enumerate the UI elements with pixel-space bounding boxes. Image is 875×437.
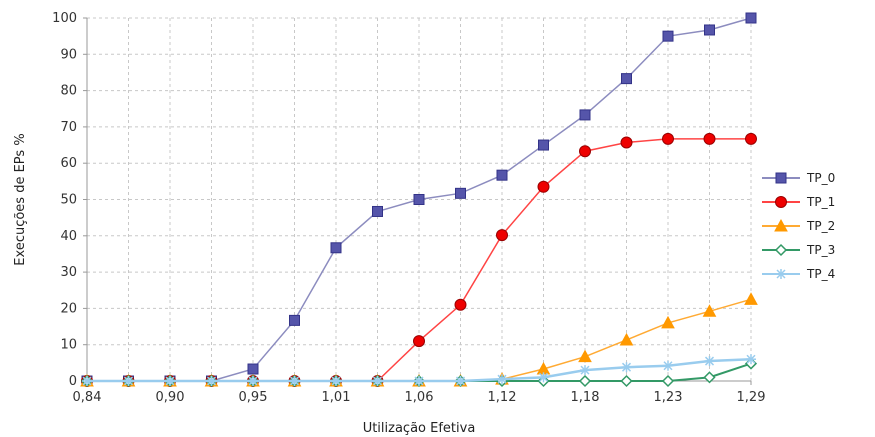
data-point-tp-4 [497,374,507,385]
data-point-tp-4 [455,376,466,386]
data-point-tp-0 [621,73,632,85]
legend-label: TP_3 [806,243,835,257]
data-point-tp-0 [538,139,549,151]
legend-label: TP_0 [806,171,835,185]
data-point-tp-4 [372,376,383,386]
y-tick-label: 90 [60,47,77,62]
data-point-tp-0 [289,314,300,326]
data-point-tp-2 [744,292,758,305]
data-point-tp-4 [580,365,590,376]
data-point-tp-1 [703,132,716,145]
data-point-tp-2 [661,315,675,329]
x-tick-label: 1,29 [737,390,766,405]
data-point-tp-1 [745,132,757,145]
data-point-tp-1 [620,136,633,149]
data-point-tp-4 [123,376,134,386]
data-point-tp-3 [703,371,716,384]
legend-marker [776,269,786,279]
y-axis-title: Execuções de EPs % [13,133,28,265]
data-point-tp-4 [206,376,217,386]
x-tick-label: 0,90 [156,390,185,405]
x-tick-label: 1,06 [405,390,434,405]
data-point-tp-4 [414,376,424,386]
y-tick-label: 40 [60,229,77,244]
x-tick-label: 1,12 [488,390,517,405]
y-tick-label: 60 [60,156,77,171]
data-point-tp-0 [496,169,508,181]
data-point-tp-0 [330,242,342,254]
data-point-tp-1 [496,229,508,242]
data-point-tp-1 [579,145,591,158]
y-tick-label: 10 [60,338,77,353]
data-point-tp-4 [663,360,673,371]
data-point-tp-1 [413,335,425,348]
data-point-tp-4 [289,376,300,386]
y-tick-label: 70 [60,120,77,135]
data-point-tp-0 [662,30,674,42]
data-point-tp-0 [745,12,757,24]
y-tick-label: 80 [60,84,77,99]
y-tick-label: 30 [60,265,77,280]
series-tp-4 [82,354,756,386]
data-point-tp-0 [579,109,591,121]
data-point-tp-0 [247,363,259,375]
x-axis-title: Utilização Efetiva [363,421,476,436]
y-tick-label: 0 [69,374,77,389]
data-point-tp-4 [82,376,92,386]
legend-marker [775,172,787,184]
data-point-tp-0 [455,187,466,199]
data-point-tp-2 [702,304,717,317]
x-tick-label: 0,95 [239,390,268,405]
series-group [80,12,758,388]
data-point-tp-1 [454,298,467,311]
data-point-tp-4 [248,376,258,386]
data-point-tp-0 [372,205,383,217]
legend-label: TP_2 [806,219,835,233]
data-point-tp-4 [746,354,756,365]
x-tick-label: 1,18 [571,390,600,405]
data-point-tp-1 [537,180,550,193]
legend-item-tp-0: TP_0 [762,171,835,185]
data-point-tp-3 [620,374,633,388]
y-tick-label: 50 [60,193,77,208]
y-tick-label: 20 [60,301,77,316]
legend-item-tp-4: TP_4 [762,267,835,281]
legend-marker [774,243,788,257]
data-point-tp-3 [578,374,592,388]
data-point-tp-0 [413,194,425,205]
legend: TP_0 TP_1 TP_2 TP_3 TP_4 [762,171,835,281]
data-point-tp-1 [662,132,674,145]
axes: 0 10 20 30 40 50 60 70 80 90 100 0,84 0,90 0,95 1,01 1,… [52,11,765,405]
x-tick-label: 0,84 [73,390,102,405]
y-tick-label: 100 [52,11,77,26]
data-point-tp-4 [704,356,715,367]
x-tick-label: 1,23 [654,390,683,405]
x-tick-label: 1,01 [322,390,351,405]
legend-marker [774,218,788,232]
legend-label: TP_4 [806,267,835,281]
data-point-tp-4 [621,362,632,373]
data-point-tp-0 [704,24,715,36]
legend-item-tp-2: TP_2 [762,218,835,233]
data-point-tp-2 [578,349,592,363]
legend-marker [775,196,787,208]
data-point-tp-4 [538,372,549,383]
legend-item-tp-1: TP_1 [762,195,835,209]
data-point-tp-4 [331,376,341,386]
legend-label: TP_1 [806,195,835,209]
legend-item-tp-3: TP_3 [762,243,835,257]
data-point-tp-4 [165,376,175,386]
data-point-tp-3 [661,374,675,388]
data-point-tp-2 [619,332,634,346]
